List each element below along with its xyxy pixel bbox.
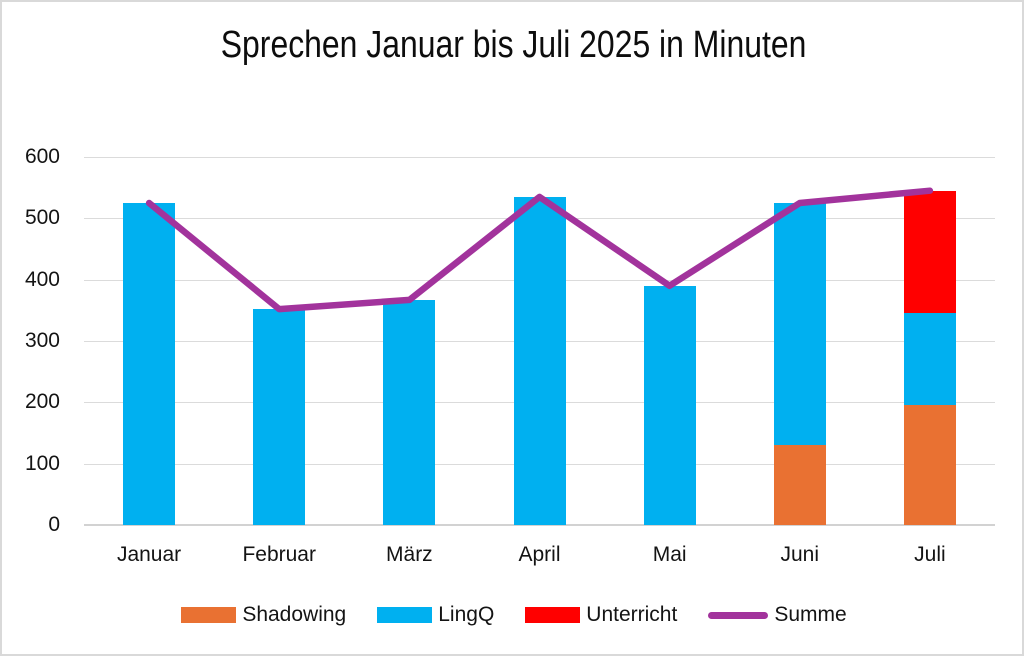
legend-item-summe: Summe xyxy=(708,603,847,627)
y-tick-label-100: 100 xyxy=(24,451,60,475)
y-tick-label-400: 400 xyxy=(24,267,60,291)
x-axis-line xyxy=(84,524,995,526)
x-tick-label-juni: Juni xyxy=(780,543,820,566)
bar-segment-lingq-februar xyxy=(253,309,306,525)
y-tick-label-200: 200 xyxy=(24,390,60,414)
legend-swatch-shadowing xyxy=(181,607,237,623)
x-tick-label-m-rz: März xyxy=(386,543,433,566)
bar-segment-shadowing-juli xyxy=(903,405,956,525)
legend-label-summe: Summe xyxy=(774,603,847,626)
bar-segment-lingq-april xyxy=(513,196,566,525)
x-tick-label-januar: Januar xyxy=(116,543,182,566)
x-tick-label-juli: Juli xyxy=(914,543,946,566)
legend-item-unterricht: Unterricht xyxy=(525,603,677,627)
bar-segment-lingq-juni xyxy=(773,203,826,446)
legend-item-shadowing: Shadowing xyxy=(181,603,346,627)
bar-segment-unterricht-juli xyxy=(903,190,956,314)
legend-swatch-lingq xyxy=(377,607,433,623)
x-tick-label-februar: Februar xyxy=(242,543,316,566)
bar-segment-lingq-mai xyxy=(643,285,696,525)
bar-segment-shadowing-juni xyxy=(773,445,826,525)
legend-swatch-summe xyxy=(708,611,769,619)
legend-label-unterricht: Unterricht xyxy=(586,603,678,626)
chart-title: Sprechen Januar bis Juli 2025 in Minuten xyxy=(2,24,1022,67)
legend-swatch-unterricht xyxy=(525,607,581,623)
bar-segment-lingq-juli xyxy=(903,313,956,406)
legend-item-lingq: LingQ xyxy=(377,603,494,627)
legend-label-shadowing: Shadowing xyxy=(242,603,347,626)
chart-title-text: Sprechen Januar bis Juli 2025 in Minuten xyxy=(221,24,807,66)
legend: Shadowing LingQ Unterricht Summe xyxy=(2,603,1022,627)
y-tick-label-300: 300 xyxy=(24,329,60,352)
y-tick-label-0: 0 xyxy=(48,513,60,536)
x-tick-label-mai: Mai xyxy=(652,543,687,566)
bar-segment-lingq-januar xyxy=(123,203,176,525)
bar-segment-lingq-m-rz xyxy=(383,299,436,525)
y-tick-label-600: 600 xyxy=(24,145,60,168)
legend-label-lingq: LingQ xyxy=(438,603,495,626)
gridline-600 xyxy=(84,157,995,158)
y-tick-label-500: 500 xyxy=(24,206,60,230)
x-tick-label-april: April xyxy=(518,543,561,566)
